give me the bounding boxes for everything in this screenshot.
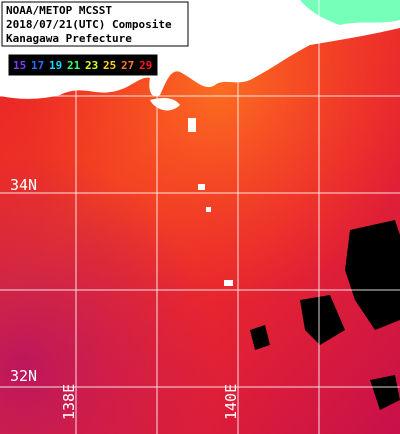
legend-label: 19 xyxy=(49,59,62,72)
cloud xyxy=(300,295,345,345)
legend-label: 17 xyxy=(31,59,44,72)
cloud xyxy=(345,220,400,330)
legend-label: 29 xyxy=(139,59,152,72)
cloud xyxy=(370,375,400,410)
title-box xyxy=(1,1,189,47)
lon-label: 140E xyxy=(222,384,240,420)
title-line: 2018/07/21(UTC) Composite xyxy=(6,18,172,31)
island xyxy=(206,207,211,212)
legend-label: 23 xyxy=(85,59,98,72)
cloud xyxy=(250,325,270,350)
lon-label: 138E xyxy=(60,384,78,420)
island xyxy=(188,118,196,132)
lat-label: 34N xyxy=(10,176,37,194)
legend-label: 21 xyxy=(67,59,81,72)
island xyxy=(224,280,233,286)
legend-label: 27 xyxy=(121,59,134,72)
island xyxy=(198,184,205,190)
cold-water xyxy=(300,0,400,25)
legend-box xyxy=(7,53,159,77)
title-line: Kanagawa Prefecture xyxy=(6,32,132,45)
legend-label: 15 xyxy=(13,59,26,72)
legend: 15 17 19 21 23 25 27 29 xyxy=(13,59,152,72)
title-line: NOAA/METOP MCSST xyxy=(6,4,112,17)
lat-label: 32N xyxy=(10,367,37,385)
legend-label: 25 xyxy=(103,59,116,72)
